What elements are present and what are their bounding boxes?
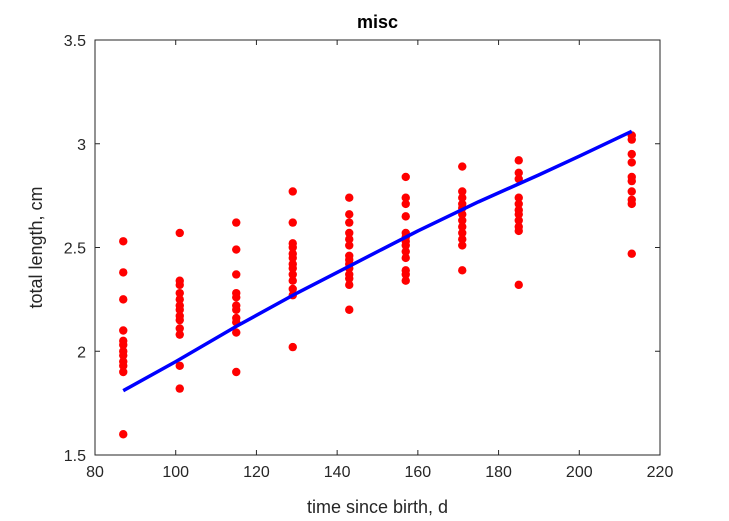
fit-line <box>122 129 633 393</box>
data-point <box>175 324 184 333</box>
data-point <box>288 284 297 294</box>
data-point <box>232 270 241 279</box>
data-point <box>401 212 410 221</box>
data-point <box>458 187 467 196</box>
x-tick-label: 220 <box>647 464 674 481</box>
data-point <box>119 351 128 360</box>
data-point <box>401 199 410 209</box>
data-point <box>458 193 467 202</box>
x-tick-label: 120 <box>243 464 270 481</box>
y-tick-label: 3 <box>77 137 86 154</box>
data-point <box>345 305 354 314</box>
data-point <box>288 218 297 227</box>
x-tick-label: 80 <box>86 464 104 481</box>
data-point <box>458 266 467 275</box>
data-point <box>175 228 184 238</box>
data-point <box>345 218 354 227</box>
data-point <box>458 228 467 238</box>
data-point <box>345 228 354 238</box>
y-axis-label: total length, cm <box>26 186 46 308</box>
data-point <box>232 328 241 337</box>
data-point <box>627 249 636 258</box>
data-point <box>627 187 636 196</box>
data-point <box>627 199 636 209</box>
data-point <box>288 342 297 352</box>
data-point <box>288 243 297 252</box>
ticks: 80 100 120 140 160 180 200 220 1.5 2 2.5 3 3.5 <box>64 33 674 481</box>
data-point <box>175 361 184 370</box>
data-point <box>458 235 467 244</box>
data-point <box>401 172 410 182</box>
data-point <box>119 268 128 277</box>
y-tick-label: 2.5 <box>64 241 86 258</box>
data-point <box>232 293 241 302</box>
data-point <box>514 168 523 177</box>
data-point <box>514 280 523 290</box>
data-point <box>345 193 354 202</box>
data-point <box>345 210 354 219</box>
data-point <box>627 176 636 186</box>
data-point <box>232 218 241 227</box>
data-point <box>401 276 410 285</box>
data-point <box>458 241 467 250</box>
data-point <box>345 235 354 244</box>
data-point <box>175 305 184 314</box>
data-point <box>401 241 410 250</box>
data-point <box>514 193 523 202</box>
data-point <box>401 247 410 256</box>
x-tick-label: 100 <box>162 464 189 481</box>
data-point <box>627 149 636 159</box>
data-point <box>401 193 410 202</box>
data-point <box>175 330 184 339</box>
data-point <box>119 295 128 304</box>
data-point <box>458 222 467 231</box>
x-tick-label: 140 <box>324 464 351 481</box>
data-point <box>175 315 184 325</box>
data-point <box>119 361 128 370</box>
data-point <box>232 245 241 254</box>
data-point <box>119 430 128 439</box>
data-point <box>175 384 184 393</box>
data-point <box>288 253 297 263</box>
x-tick-label: 180 <box>485 464 512 481</box>
data-point <box>288 264 297 273</box>
data-point <box>345 241 354 250</box>
data-point <box>514 226 523 236</box>
data-point <box>627 158 636 167</box>
data-point <box>288 276 297 285</box>
chart-title: misc <box>357 12 398 32</box>
data-point <box>514 156 523 165</box>
data-point <box>119 340 128 350</box>
data-point <box>514 216 523 225</box>
data-point <box>401 270 410 279</box>
data-point <box>288 187 297 196</box>
data-marks <box>119 129 636 439</box>
data-point <box>458 216 467 225</box>
y-tick-label: 3.5 <box>64 33 86 50</box>
data-point <box>514 210 523 219</box>
x-tick-label: 200 <box>566 464 593 481</box>
data-point <box>119 237 128 246</box>
data-point <box>175 288 184 298</box>
y-tick-label: 1.5 <box>64 448 86 465</box>
data-point <box>458 162 467 171</box>
data-point <box>401 253 410 263</box>
data-point <box>514 199 523 209</box>
x-tick-label: 160 <box>405 464 432 481</box>
data-point <box>175 295 184 304</box>
data-point <box>345 274 354 283</box>
data-point <box>119 367 128 377</box>
data-point <box>288 270 297 279</box>
data-point <box>119 326 128 335</box>
data-point <box>345 280 354 290</box>
data-point <box>627 135 636 144</box>
plot-area <box>95 40 660 455</box>
y-tick-label: 2 <box>77 344 86 361</box>
data-point <box>175 280 184 290</box>
data-point <box>232 305 241 314</box>
x-axis-label: time since birth, d <box>307 497 448 517</box>
data-point <box>232 367 241 377</box>
